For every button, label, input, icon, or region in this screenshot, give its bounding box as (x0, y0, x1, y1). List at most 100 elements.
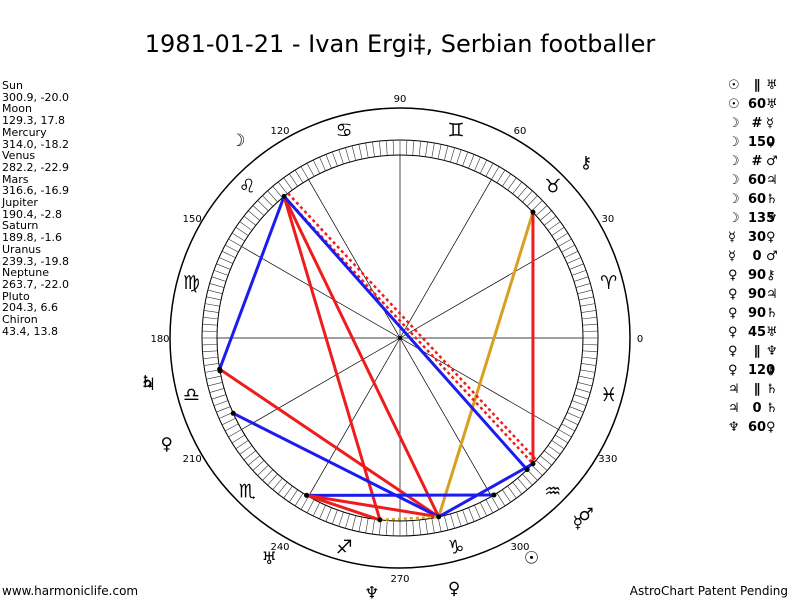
degree-tick (551, 227, 565, 236)
planet-position-list: Sun 300.9, -20.0 Moon 129.3, 17.8 Mercury 314… (2, 80, 69, 337)
footer-website-link[interactable]: www.harmoniclife.com (2, 584, 139, 598)
aspect-glyph-a: ☉ (728, 97, 740, 112)
degree-tick (331, 509, 338, 525)
degree-tick (372, 519, 375, 535)
degree-tick (502, 489, 511, 503)
degree-tick (358, 144, 363, 160)
degree-tick (338, 149, 344, 165)
degree-tick (517, 477, 528, 490)
degree-tick (206, 296, 222, 301)
aspect-glyph-b: ☿ (766, 116, 774, 131)
degree-tick (243, 215, 256, 226)
planet-value: 263.7, -22.0 (2, 277, 69, 291)
degree-tick (218, 412, 233, 419)
planet-value: 189.8, -1.6 (2, 231, 62, 245)
aspect-row: ♆ 60♀ (728, 418, 780, 437)
degree-tick (206, 375, 222, 380)
aspect-glyph-a: ♀ (728, 363, 738, 378)
aspect-line (379, 515, 439, 522)
aspect-glyph-a: ♆ (728, 420, 740, 435)
degree-tick (567, 412, 582, 419)
aspect-operator: 60 (748, 192, 767, 207)
degree-tick (474, 156, 481, 171)
aspect-line (232, 411, 440, 519)
zodiac-sign-icon: ♍ (183, 272, 200, 294)
planet-name: Uranus (2, 242, 41, 256)
body-position-dot (530, 209, 536, 215)
aspect-row: ☿ 30♀ (728, 228, 780, 247)
aspect-line (282, 195, 441, 518)
degree-tick (456, 149, 462, 165)
degree-tick (479, 502, 488, 517)
degree-tick (569, 406, 584, 413)
planet-name: Mars (2, 172, 29, 186)
degree-tick (283, 177, 293, 191)
degree-tick (437, 516, 442, 532)
degree-tick (379, 519, 382, 535)
chart-center (398, 336, 402, 340)
degree-tick (231, 434, 245, 444)
degree-tick (535, 205, 548, 216)
degree-tick (204, 369, 220, 373)
degree-tick (507, 177, 517, 191)
aspect-row: ♀ 90♃ (728, 285, 780, 304)
aspect-operator: ∥ (753, 78, 761, 93)
degree-tick (294, 169, 304, 183)
degree-tick (547, 445, 561, 455)
degree-tick (338, 511, 344, 527)
aspect-glyph-a: ☽ (728, 135, 740, 150)
degree-tick (289, 173, 298, 187)
degree-tick (496, 169, 506, 183)
degree-tick (209, 388, 225, 393)
body-position-dot (524, 467, 530, 473)
degree-label: 300 (510, 542, 529, 553)
degree-tick (577, 289, 593, 295)
aspect-line (306, 493, 439, 519)
planet-name: Neptune (2, 266, 50, 280)
planet-name: Mercury (2, 125, 47, 139)
degree-tick (569, 263, 584, 270)
zodiac-sign-icon: ♋ (336, 119, 353, 141)
degree-tick (580, 303, 596, 307)
degree-label: 0 (637, 334, 643, 345)
aspect-row: ☉ 60♅ (728, 95, 780, 114)
degree-tick (202, 350, 218, 353)
degree-tick (209, 283, 225, 288)
planet-value: 300.9, -20.0 (2, 90, 69, 104)
neptune-icon: ♆ (364, 583, 379, 600)
aspect-operator: 60 (748, 420, 767, 435)
degree-tick (581, 363, 597, 366)
degree-label: 90 (394, 94, 407, 105)
degree-tick (351, 145, 357, 161)
aspect-row: ☽ 135♆ (728, 209, 780, 228)
degree-tick (418, 141, 421, 157)
degree-tick (564, 417, 579, 426)
planet-name: Venus (2, 149, 36, 163)
aspect-glyph-a: ♀ (728, 344, 738, 359)
degree-tick (555, 434, 569, 444)
degree-tick (406, 520, 408, 536)
aspect-glyph-b: ♄ (766, 306, 778, 321)
saturn-icon: ♄ (140, 373, 155, 393)
degree-tick (431, 142, 435, 158)
degree-tick (507, 485, 517, 499)
degree-tick (450, 513, 455, 529)
degree-label: 180 (150, 334, 169, 345)
degree-tick (468, 154, 475, 169)
degree-tick (392, 140, 394, 156)
planet-value: 239.3, -19.8 (2, 254, 69, 268)
degree-tick (325, 154, 332, 169)
aspect-operator: 60 (748, 173, 767, 188)
body-position-dot (304, 492, 310, 498)
aspect-line (306, 493, 381, 522)
degree-tick (372, 141, 375, 157)
zodiac-sign-icon: ♌ (239, 175, 256, 197)
degree-tick (558, 238, 572, 247)
sun-icon: ☉ (524, 549, 539, 569)
aspect-glyph-b: ♀ (766, 230, 776, 245)
planet-name: Moon (2, 102, 32, 116)
degree-label: 60 (514, 126, 527, 137)
degree-tick (319, 156, 326, 171)
degree-tick (306, 163, 315, 177)
aspect-operator: ∥ (753, 382, 761, 397)
